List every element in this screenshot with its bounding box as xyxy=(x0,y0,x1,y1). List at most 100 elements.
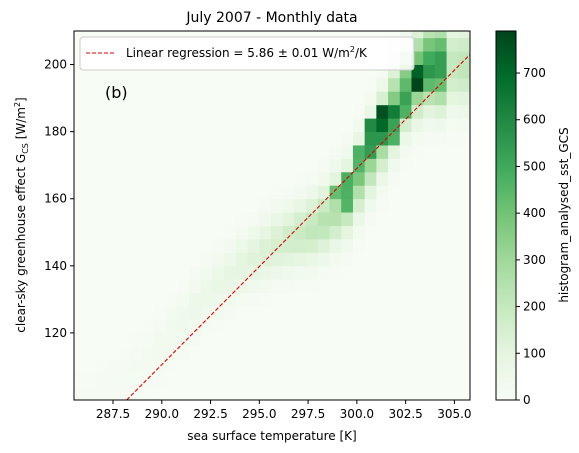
histogram-cell xyxy=(352,238,366,253)
x-tick-label: 290.0 xyxy=(145,407,179,421)
histogram-cell xyxy=(411,104,424,119)
histogram-cell xyxy=(83,386,96,400)
histogram-cell xyxy=(294,171,307,186)
histogram-cell xyxy=(329,252,342,267)
histogram-cell xyxy=(364,145,377,159)
histogram-cell xyxy=(306,198,319,213)
histogram-cell xyxy=(200,279,213,294)
histogram-cell xyxy=(200,252,213,267)
histogram-cell xyxy=(142,332,155,347)
histogram-cell xyxy=(317,225,330,240)
histogram-cell xyxy=(352,225,366,240)
histogram-cell xyxy=(224,292,237,307)
histogram-cell xyxy=(388,77,401,92)
histogram-cell xyxy=(294,279,307,294)
histogram-cell xyxy=(352,171,366,186)
histogram-cell xyxy=(271,212,284,226)
histogram-cell xyxy=(130,386,143,400)
histogram-cell xyxy=(423,131,436,146)
histogram-cell xyxy=(107,386,120,400)
histogram-cell xyxy=(142,346,155,361)
histogram-cell xyxy=(411,131,424,146)
histogram-cell xyxy=(341,185,354,200)
histogram-cell xyxy=(259,292,272,307)
x-tick-label: 302.5 xyxy=(388,407,422,421)
histogram-cell xyxy=(470,38,482,52)
histogram-cell xyxy=(142,319,155,334)
histogram-cell xyxy=(189,292,202,307)
histogram-cell xyxy=(317,212,330,226)
histogram-cell xyxy=(434,51,447,65)
histogram-cell xyxy=(411,37,424,52)
histogram-cell xyxy=(423,118,436,133)
histogram-cell xyxy=(411,145,424,159)
x-tick-label: 295.0 xyxy=(242,407,276,421)
histogram-cell xyxy=(74,373,85,387)
histogram-cell xyxy=(189,306,202,320)
histogram-cell xyxy=(317,265,330,280)
plot-frame xyxy=(73,30,471,401)
histogram-cell xyxy=(235,252,249,267)
histogram-cell xyxy=(259,198,272,213)
histogram-cell xyxy=(271,225,284,240)
histogram-cell xyxy=(282,212,295,226)
histogram-cell xyxy=(282,185,295,200)
histogram-cell xyxy=(317,185,330,200)
histogram-cell xyxy=(165,346,178,361)
histogram-cell xyxy=(212,265,225,280)
histogram-cell xyxy=(200,265,213,280)
histogram-cell xyxy=(153,359,167,374)
histogram-cell xyxy=(376,171,389,186)
y-axis-label: clear-sky greenhouse effect GCS [W/m2] xyxy=(13,97,30,333)
histogram-cell xyxy=(224,238,237,253)
legend-label-exponent: 2 xyxy=(350,45,355,54)
histogram-cell xyxy=(329,198,342,213)
histogram-cell xyxy=(434,104,447,119)
histogram-cell xyxy=(118,346,131,361)
histogram-cell xyxy=(458,77,470,92)
histogram-cell xyxy=(458,51,470,65)
histogram-cell xyxy=(376,198,389,213)
histogram-cell xyxy=(329,212,342,226)
histogram-cell xyxy=(306,252,319,267)
legend-box xyxy=(79,36,415,71)
histogram-cell xyxy=(446,131,459,146)
histogram-cell xyxy=(470,105,482,119)
histogram-cell xyxy=(388,104,401,119)
histogram-cell xyxy=(306,212,319,226)
y-axis-ticks: 120 140 160 180 200 xyxy=(44,58,74,340)
histogram-cell xyxy=(364,171,377,186)
histogram-cell xyxy=(364,198,377,213)
histogram-cell xyxy=(458,64,470,79)
histogram-cell xyxy=(317,158,330,173)
histogram-cell xyxy=(271,252,284,267)
histogram-cell xyxy=(376,131,389,146)
histogram-cell xyxy=(388,145,401,159)
histogram-cell xyxy=(423,31,436,39)
histogram-cell xyxy=(458,91,470,106)
histogram-cell xyxy=(118,359,131,374)
histogram-cell xyxy=(388,91,401,106)
histogram-cell xyxy=(376,145,389,159)
histogram-cell xyxy=(329,185,342,200)
histogram-cell xyxy=(423,51,436,65)
histogram-cell xyxy=(95,373,108,387)
histogram-cell xyxy=(235,225,249,240)
histogram-cell xyxy=(364,131,377,146)
histogram-cell xyxy=(235,238,249,253)
histogram-cell xyxy=(329,158,342,173)
y-tick-label: 180 xyxy=(44,125,67,139)
histogram-cell xyxy=(306,225,319,240)
histogram-cell xyxy=(376,185,389,200)
colorbar-ticks: 0 100 200 300 400 500 600 700 xyxy=(516,66,546,407)
colorbar xyxy=(495,30,517,401)
histogram-cell xyxy=(271,279,284,294)
histogram-cell xyxy=(212,292,225,307)
histogram-cell xyxy=(294,212,307,226)
panel-label: (b) xyxy=(105,83,128,102)
histogram-cell xyxy=(352,158,366,173)
colorbar-tick-label: 100 xyxy=(523,346,546,360)
histogram-cell xyxy=(364,104,377,119)
histogram-cell xyxy=(247,265,260,280)
